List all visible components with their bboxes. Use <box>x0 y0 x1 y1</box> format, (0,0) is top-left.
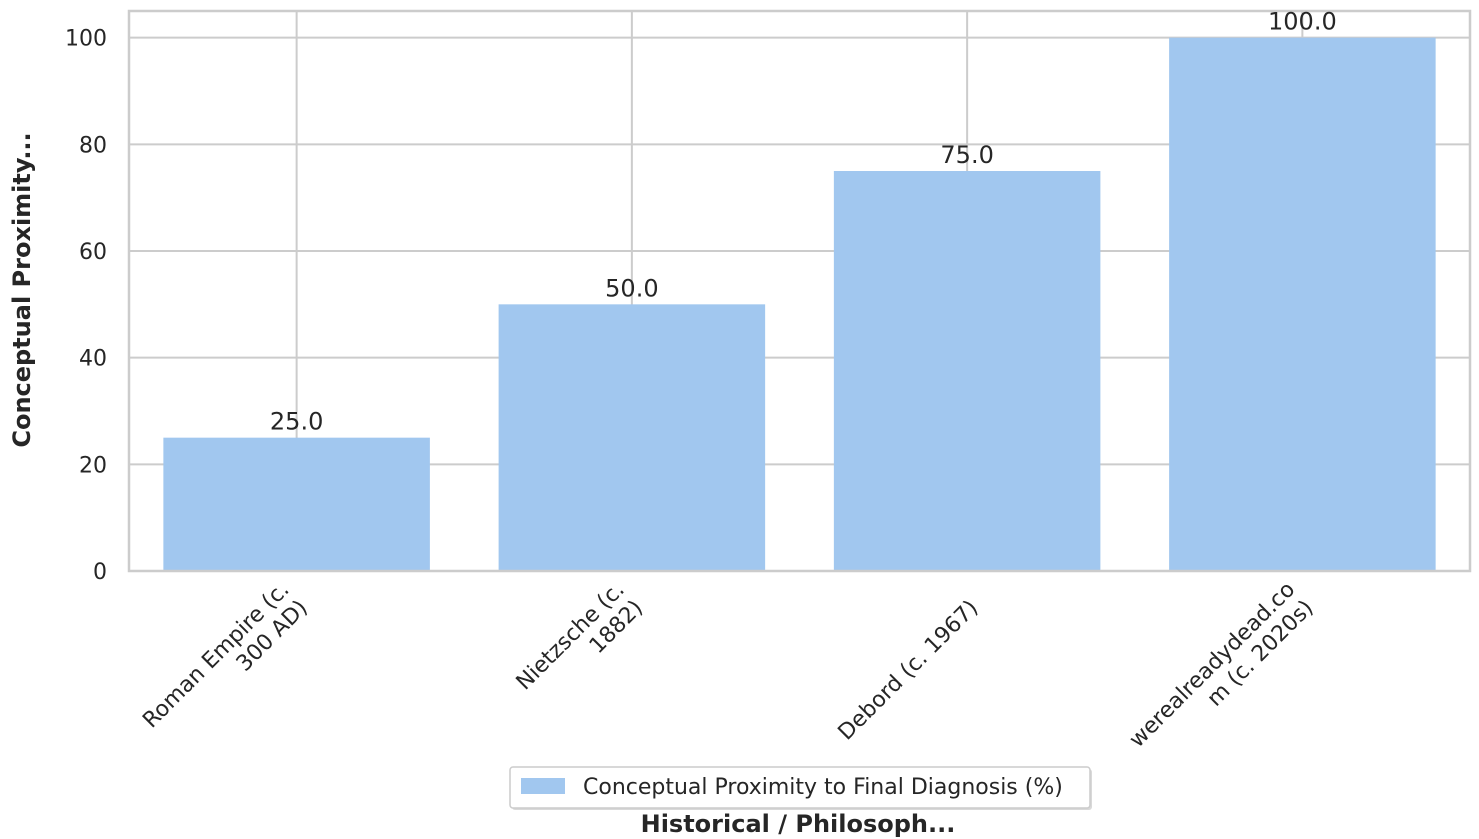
bar-value-label: 25.0 <box>270 408 323 436</box>
y-axis-ticks: 0 20 40 60 80 100 <box>65 27 107 585</box>
x-axis-ticks: Roman Empire (c.300 AD) Nietzsche (c.1882… <box>138 577 1319 771</box>
x-axis-title: Historical / Philosoph... <box>641 810 956 838</box>
legend: Conceptual Proximity to Final Diagnosis … <box>509 766 1092 810</box>
data-labels: 25.0 50.0 75.0 100.0 <box>270 8 1337 436</box>
bar <box>833 171 1101 571</box>
x-tick-label-line: Debord (c. 1967) <box>834 596 984 746</box>
y-tick-label: 40 <box>79 347 107 372</box>
bar <box>163 437 430 571</box>
y-tick-label: 60 <box>79 240 107 265</box>
x-tick-label: werealreadydead.com (c. 2020s) <box>1125 577 1319 771</box>
plot-frame <box>127 9 1472 573</box>
y-tick-label: 80 <box>79 133 107 158</box>
x-tick-label: Nietzsche (c.1882) <box>512 577 648 713</box>
legend-box <box>509 766 1091 809</box>
legend-swatch <box>521 778 565 794</box>
bar-value-label: 75.0 <box>940 141 993 169</box>
x-tick-label-line: Roman Empire (c. <box>138 577 294 733</box>
legend-label: Conceptual Proximity to Final Diagnosis … <box>583 775 1063 800</box>
x-tick-label-line: werealreadydead.co <box>1125 577 1301 753</box>
y-tick-label: 20 <box>79 453 107 478</box>
bar-value-label: 50.0 <box>605 274 658 302</box>
x-tick-label: Roman Empire (c.300 AD) <box>138 577 313 752</box>
bar-value-label: 100.0 <box>1268 8 1337 36</box>
x-tick-label: Debord (c. 1967) <box>834 596 984 746</box>
bar <box>1169 37 1436 571</box>
bars <box>163 37 1436 571</box>
bar <box>498 304 766 571</box>
y-axis-title: Conceptual Proximity... <box>8 132 36 447</box>
y-tick-label: 100 <box>65 27 107 52</box>
y-tick-label: 0 <box>93 560 107 585</box>
